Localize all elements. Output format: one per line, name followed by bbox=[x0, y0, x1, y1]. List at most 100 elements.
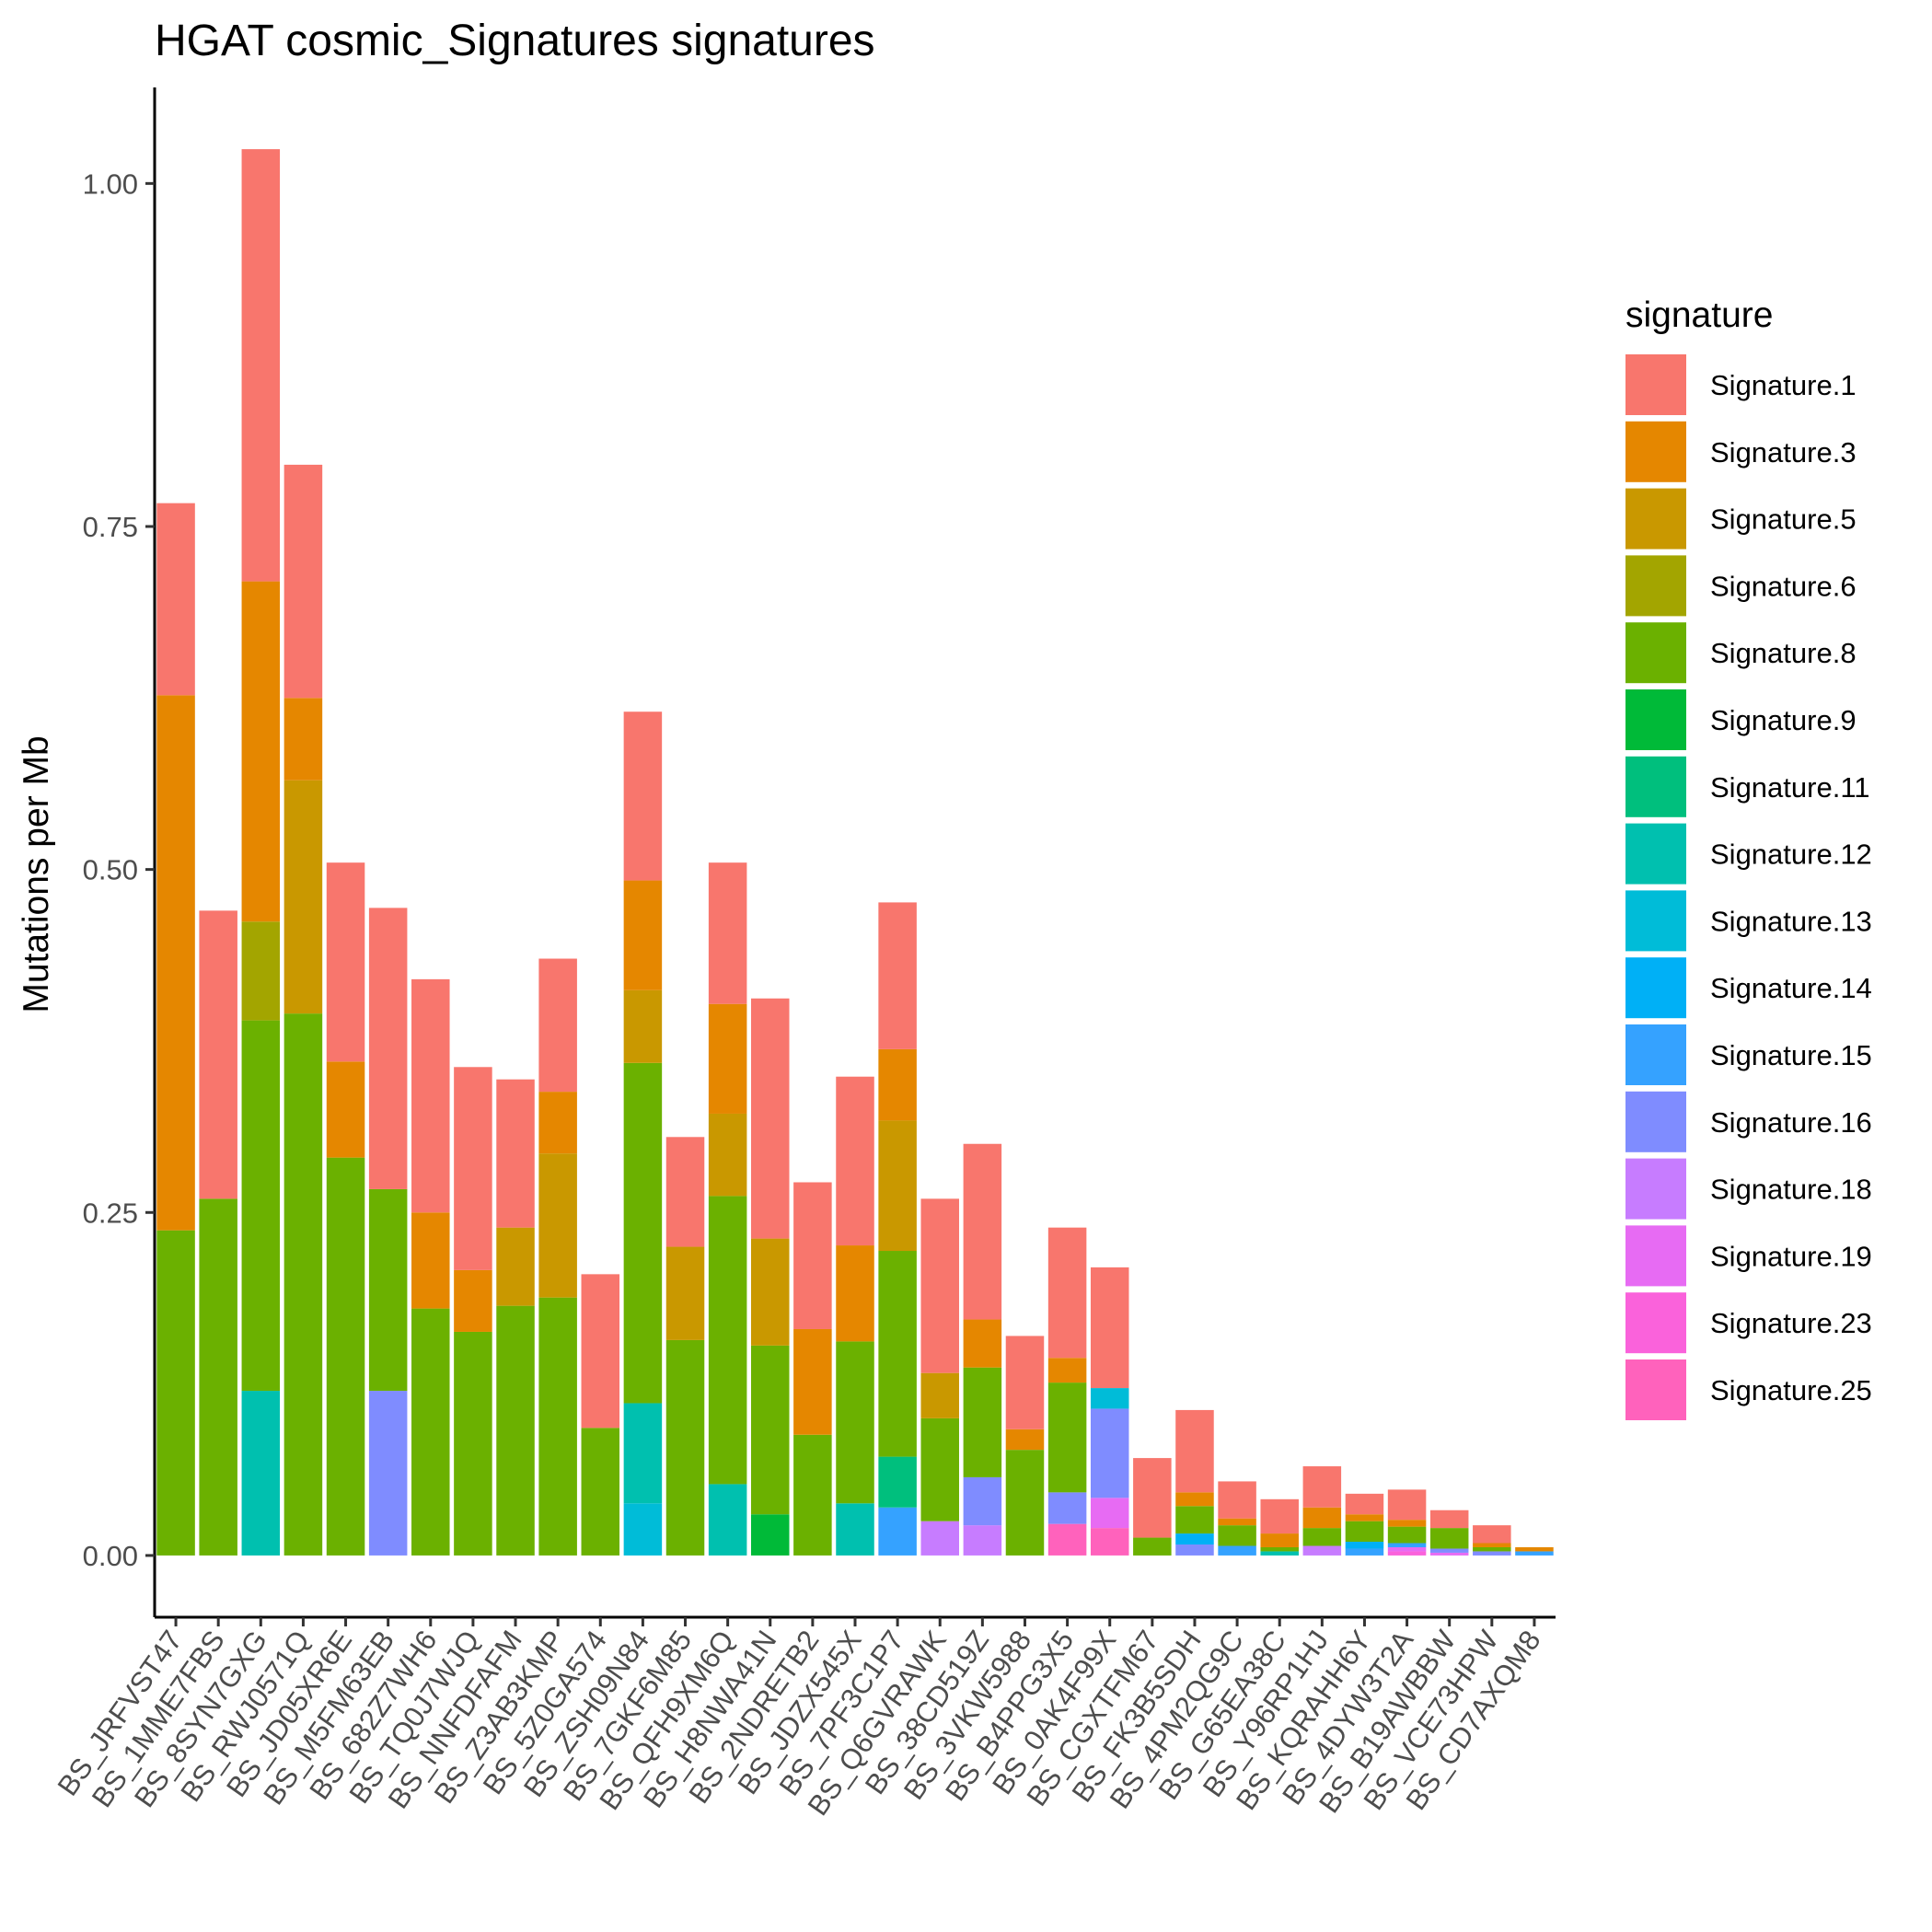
bar-segment bbox=[963, 1143, 1002, 1320]
bar-segment bbox=[496, 1079, 535, 1228]
bar-segment bbox=[1302, 1507, 1342, 1529]
bar-segment bbox=[454, 1331, 492, 1556]
bar-segment bbox=[1090, 1498, 1129, 1529]
y-axis-title: Mutations per Mb bbox=[17, 735, 56, 1012]
legend-label: Signature.16 bbox=[1710, 1106, 1872, 1139]
bar-segment bbox=[411, 1212, 450, 1309]
bar-segment bbox=[454, 1067, 492, 1270]
bars-layer bbox=[156, 149, 1554, 1556]
bar-segment bbox=[538, 958, 577, 1093]
bar-segment bbox=[878, 1251, 917, 1457]
bar-segment bbox=[751, 998, 790, 1239]
legend-label: Signature.11 bbox=[1710, 771, 1870, 804]
bar-segment bbox=[836, 1341, 874, 1504]
bar-segment bbox=[836, 1245, 874, 1342]
legend-label: Signature.9 bbox=[1710, 704, 1857, 736]
legend-label: Signature.3 bbox=[1710, 436, 1857, 469]
legend-label: Signature.8 bbox=[1710, 637, 1857, 669]
bar-segment bbox=[963, 1319, 1002, 1368]
y-tick-label: 0.75 bbox=[83, 511, 138, 543]
bar-segment bbox=[963, 1367, 1002, 1477]
bar-segment bbox=[793, 1182, 832, 1329]
legend-label: Signature.12 bbox=[1710, 839, 1872, 871]
bar-segment bbox=[1473, 1543, 1511, 1547]
bar-segment bbox=[878, 902, 917, 1049]
bar-segment bbox=[623, 1503, 663, 1556]
legend-label: Signature.23 bbox=[1710, 1307, 1872, 1339]
bar-segment bbox=[1005, 1336, 1045, 1429]
bar-segment bbox=[751, 1345, 790, 1515]
legend-label: Signature.5 bbox=[1710, 503, 1857, 536]
bar-segment bbox=[1090, 1408, 1129, 1498]
bar-segment bbox=[1218, 1525, 1256, 1546]
bar-segment bbox=[241, 149, 281, 582]
bar-segment bbox=[1345, 1542, 1384, 1549]
bar-segment bbox=[1218, 1518, 1256, 1526]
bar-segment bbox=[708, 1113, 747, 1197]
bar-segment bbox=[1005, 1450, 1045, 1556]
bar-segment bbox=[1047, 1523, 1087, 1556]
legend-key bbox=[1625, 1359, 1686, 1420]
bar-segment bbox=[1133, 1537, 1172, 1556]
bar-segment bbox=[1429, 1548, 1469, 1553]
bar-segment bbox=[1260, 1546, 1299, 1552]
bar-segment bbox=[1387, 1543, 1427, 1547]
bar-segment bbox=[581, 1428, 620, 1556]
bar-segment bbox=[1473, 1546, 1511, 1552]
bar-segment bbox=[963, 1525, 1002, 1556]
legend-key bbox=[1625, 1292, 1686, 1354]
legend-label: Signature.13 bbox=[1710, 905, 1872, 937]
bar-segment bbox=[878, 1048, 917, 1121]
bar-segment bbox=[1515, 1546, 1554, 1552]
legend-label: Signature.18 bbox=[1710, 1174, 1872, 1206]
bar-segment bbox=[1133, 1458, 1172, 1538]
bar-segment bbox=[920, 1372, 959, 1418]
bar-segment bbox=[283, 1013, 323, 1556]
bar-segment bbox=[1387, 1489, 1427, 1521]
bar-segment bbox=[1090, 1388, 1129, 1409]
bar-segment bbox=[1345, 1493, 1384, 1515]
bar-segment bbox=[368, 908, 408, 1189]
bar-segment bbox=[1387, 1546, 1427, 1552]
bar-segment bbox=[411, 978, 450, 1213]
y-tick-label: 0.00 bbox=[83, 1540, 138, 1572]
bar-segment bbox=[156, 695, 195, 1231]
bar-segment bbox=[793, 1434, 832, 1556]
bar-segment bbox=[1345, 1521, 1384, 1543]
bar-segment bbox=[241, 1020, 281, 1392]
bar-segment bbox=[665, 1137, 705, 1247]
legend-key bbox=[1625, 421, 1686, 482]
bar-segment bbox=[920, 1417, 959, 1521]
bar-segment bbox=[368, 1391, 408, 1556]
bar-segment bbox=[1302, 1528, 1342, 1546]
legend-key bbox=[1625, 1091, 1686, 1152]
legend-key bbox=[1625, 1024, 1686, 1085]
bar-segment bbox=[665, 1339, 705, 1556]
bar-segment bbox=[496, 1227, 535, 1306]
legend-key bbox=[1625, 756, 1686, 817]
bar-segment bbox=[1387, 1520, 1427, 1527]
bar-segment bbox=[283, 780, 323, 1014]
bar-segment bbox=[1090, 1267, 1129, 1389]
legend-label: Signature.6 bbox=[1710, 570, 1857, 602]
bar-segment bbox=[623, 1403, 663, 1504]
bar-segment bbox=[878, 1507, 917, 1556]
chart-title: HGAT cosmic_Signatures signatures bbox=[155, 17, 875, 65]
bar-segment bbox=[1473, 1525, 1511, 1544]
bar-segment bbox=[496, 1305, 535, 1556]
bar-segment bbox=[920, 1521, 959, 1556]
legend-key bbox=[1625, 354, 1686, 415]
bar-segment bbox=[1175, 1533, 1214, 1544]
bar-segment bbox=[1090, 1528, 1129, 1556]
bar-segment bbox=[878, 1456, 917, 1508]
bar-segment bbox=[326, 1061, 365, 1158]
legend-key bbox=[1625, 622, 1686, 684]
bar-segment bbox=[368, 1188, 408, 1392]
bar-segment bbox=[920, 1198, 959, 1373]
bar-segment bbox=[1175, 1492, 1214, 1507]
bar-segment bbox=[623, 989, 663, 1063]
y-tick-label: 0.25 bbox=[83, 1197, 138, 1229]
bar-segment bbox=[1429, 1528, 1469, 1549]
legend-key bbox=[1625, 555, 1686, 617]
bar-segment bbox=[538, 1092, 577, 1154]
